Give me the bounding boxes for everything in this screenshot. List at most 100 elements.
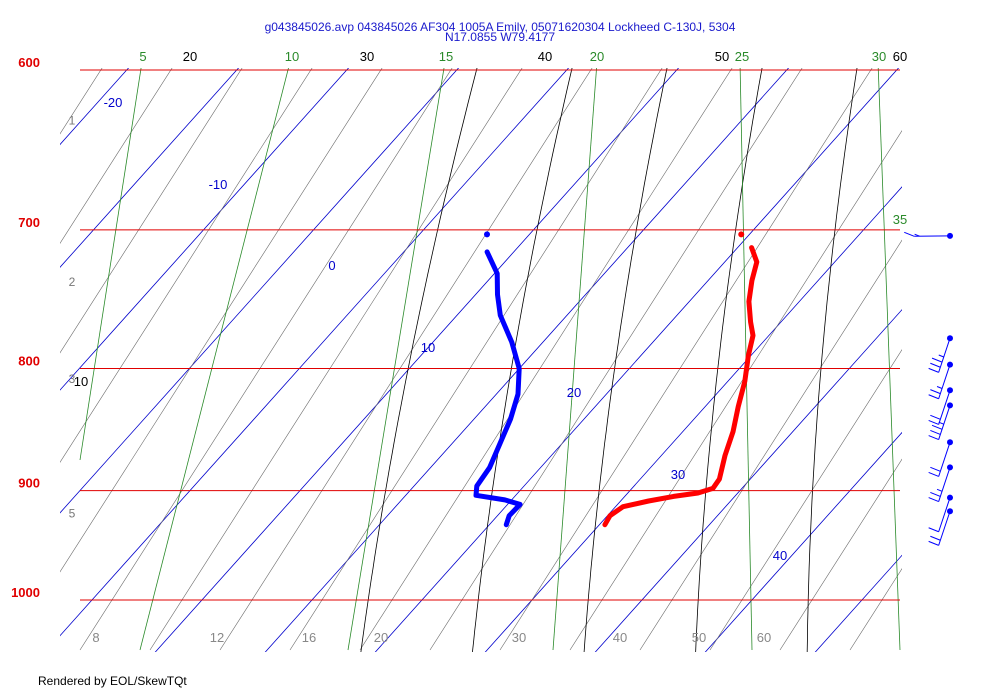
wind-barb-flag — [930, 466, 941, 472]
dry-adiabat-label: 50 — [715, 49, 729, 64]
wind-barb-staff — [938, 390, 951, 425]
moist-adiabat-line — [990, 40, 1000, 650]
isotherm-line — [60, 68, 130, 146]
dry-adiabat-label: 30 — [360, 49, 374, 64]
isobar-lines — [80, 69, 900, 601]
isotherm-label: -10 — [209, 177, 228, 192]
dry-adiabat-label: 40 — [538, 49, 552, 64]
mixing-ratio-line — [139, 68, 289, 651]
wind-barb — [904, 231, 953, 239]
isotherm-line — [918, 0, 1000, 660]
wind-barb-half — [938, 354, 944, 358]
wind-barb-flag — [928, 540, 939, 546]
bottom-scale-label: 8 — [92, 630, 99, 645]
temperature-top-marker — [738, 231, 745, 238]
wind-barb-staff — [938, 467, 951, 502]
dry-adiabat-label: 60 — [893, 49, 907, 64]
dry-adiabat-label: 20 — [183, 49, 197, 64]
wind-barb-flag — [931, 357, 943, 363]
wind-barb-half — [938, 421, 944, 425]
dry-adiabat-line — [695, 68, 763, 652]
isotherm-label: 0 — [328, 258, 335, 273]
bottom-scale-label: 30 — [512, 630, 526, 645]
mixing-ratio-lines — [79, 68, 901, 651]
moist-adiabat-line — [60, 68, 383, 573]
wind-barb — [928, 361, 953, 400]
chart-title-line1: g043845026.avp 043845026 AF304 1005A Emi… — [264, 20, 736, 34]
isotherm-line — [60, 68, 240, 268]
dry-adiabat-line — [472, 68, 573, 652]
mixing-ratio-label: 35 — [893, 212, 907, 227]
mixing-ratio-label: 30 — [872, 49, 886, 64]
mixing-ratio-label: 15 — [439, 49, 453, 64]
isotherm-line — [264, 68, 790, 652]
temperature-trace — [602, 245, 760, 528]
wind-barb-station — [947, 508, 953, 515]
credit-label: Rendered by EOL/SkewTQt — [38, 674, 187, 688]
wind-barb-flag — [928, 367, 939, 373]
bottom-scale-label: 40 — [613, 630, 627, 645]
bottom-scale-label: 16 — [302, 630, 316, 645]
dewpoint-top-marker — [484, 231, 491, 238]
moist-adiabat-line — [60, 68, 313, 463]
isotherm-lines — [60, 0, 1000, 660]
dry-adiabat-line — [918, 0, 961, 660]
pressure-label: 1000 — [11, 585, 40, 600]
wind-barb — [928, 335, 953, 373]
mixing-ratio-label: 25 — [735, 49, 749, 64]
mixing-ratio-line — [347, 68, 445, 651]
wind-barb-flag — [928, 419, 939, 425]
moist-adiabat-line — [60, 68, 173, 244]
pressure-label: 600 — [18, 55, 40, 70]
dry-adiabat-line — [583, 68, 668, 652]
isotherm-line — [484, 186, 902, 652]
moist-adiabat-line — [60, 68, 103, 135]
wind-barb — [928, 387, 953, 425]
wind-barb-flag — [928, 527, 939, 533]
dry-adiabat-line — [806, 68, 858, 652]
wind-barb-staff — [938, 497, 951, 532]
isotherm-line — [60, 68, 570, 637]
moist-adiabat-line — [289, 68, 663, 651]
wind-barb-flag — [930, 430, 941, 435]
sounding-traces — [473, 231, 760, 528]
height-label: 3 — [69, 372, 76, 386]
wind-barb-staff — [938, 338, 951, 373]
moist-adiabat-line — [920, 40, 1000, 650]
wind-barb-staff — [938, 405, 951, 440]
wind-barb — [928, 508, 953, 546]
wind-barb-staff — [938, 364, 951, 399]
height-label: 2 — [69, 275, 76, 289]
moist-adiabat-line — [709, 349, 902, 651]
moist-adiabat-line — [639, 239, 902, 651]
wind-barb-half — [936, 488, 943, 492]
bottom-scale-label: 60 — [757, 630, 771, 645]
mixing-ratio-label: 10 — [285, 49, 299, 64]
wind-barb-flag — [931, 424, 943, 430]
wind-barb-flag — [930, 414, 941, 420]
bottom-scale-label: 20 — [374, 630, 388, 645]
dry-adiabat-label: 10 — [74, 374, 88, 389]
isotherm-line — [704, 431, 902, 652]
moist-adiabat-line — [149, 68, 523, 651]
wind-barb — [928, 494, 953, 533]
dewpoint-trace — [473, 249, 523, 528]
moist-adiabat-line — [429, 68, 803, 651]
isotherm-label: 10 — [421, 340, 435, 355]
wind-barb-flag — [930, 362, 941, 368]
isotherm-line — [154, 68, 680, 652]
isotherm-line — [60, 68, 460, 514]
mixing-ratio-label: 5 — [139, 49, 146, 64]
wind-barb-flag — [904, 231, 915, 237]
wind-barb — [928, 402, 953, 441]
moist-adiabat-line — [849, 568, 902, 651]
isotherm-line — [374, 68, 900, 652]
pressure-label: 800 — [18, 353, 40, 368]
wind-barb-flag — [930, 535, 941, 541]
moist-adiabat-line — [219, 68, 593, 651]
wind-barb-staff — [938, 511, 951, 546]
wind-barb-flag — [928, 394, 939, 400]
wind-barb-flag — [928, 435, 939, 441]
